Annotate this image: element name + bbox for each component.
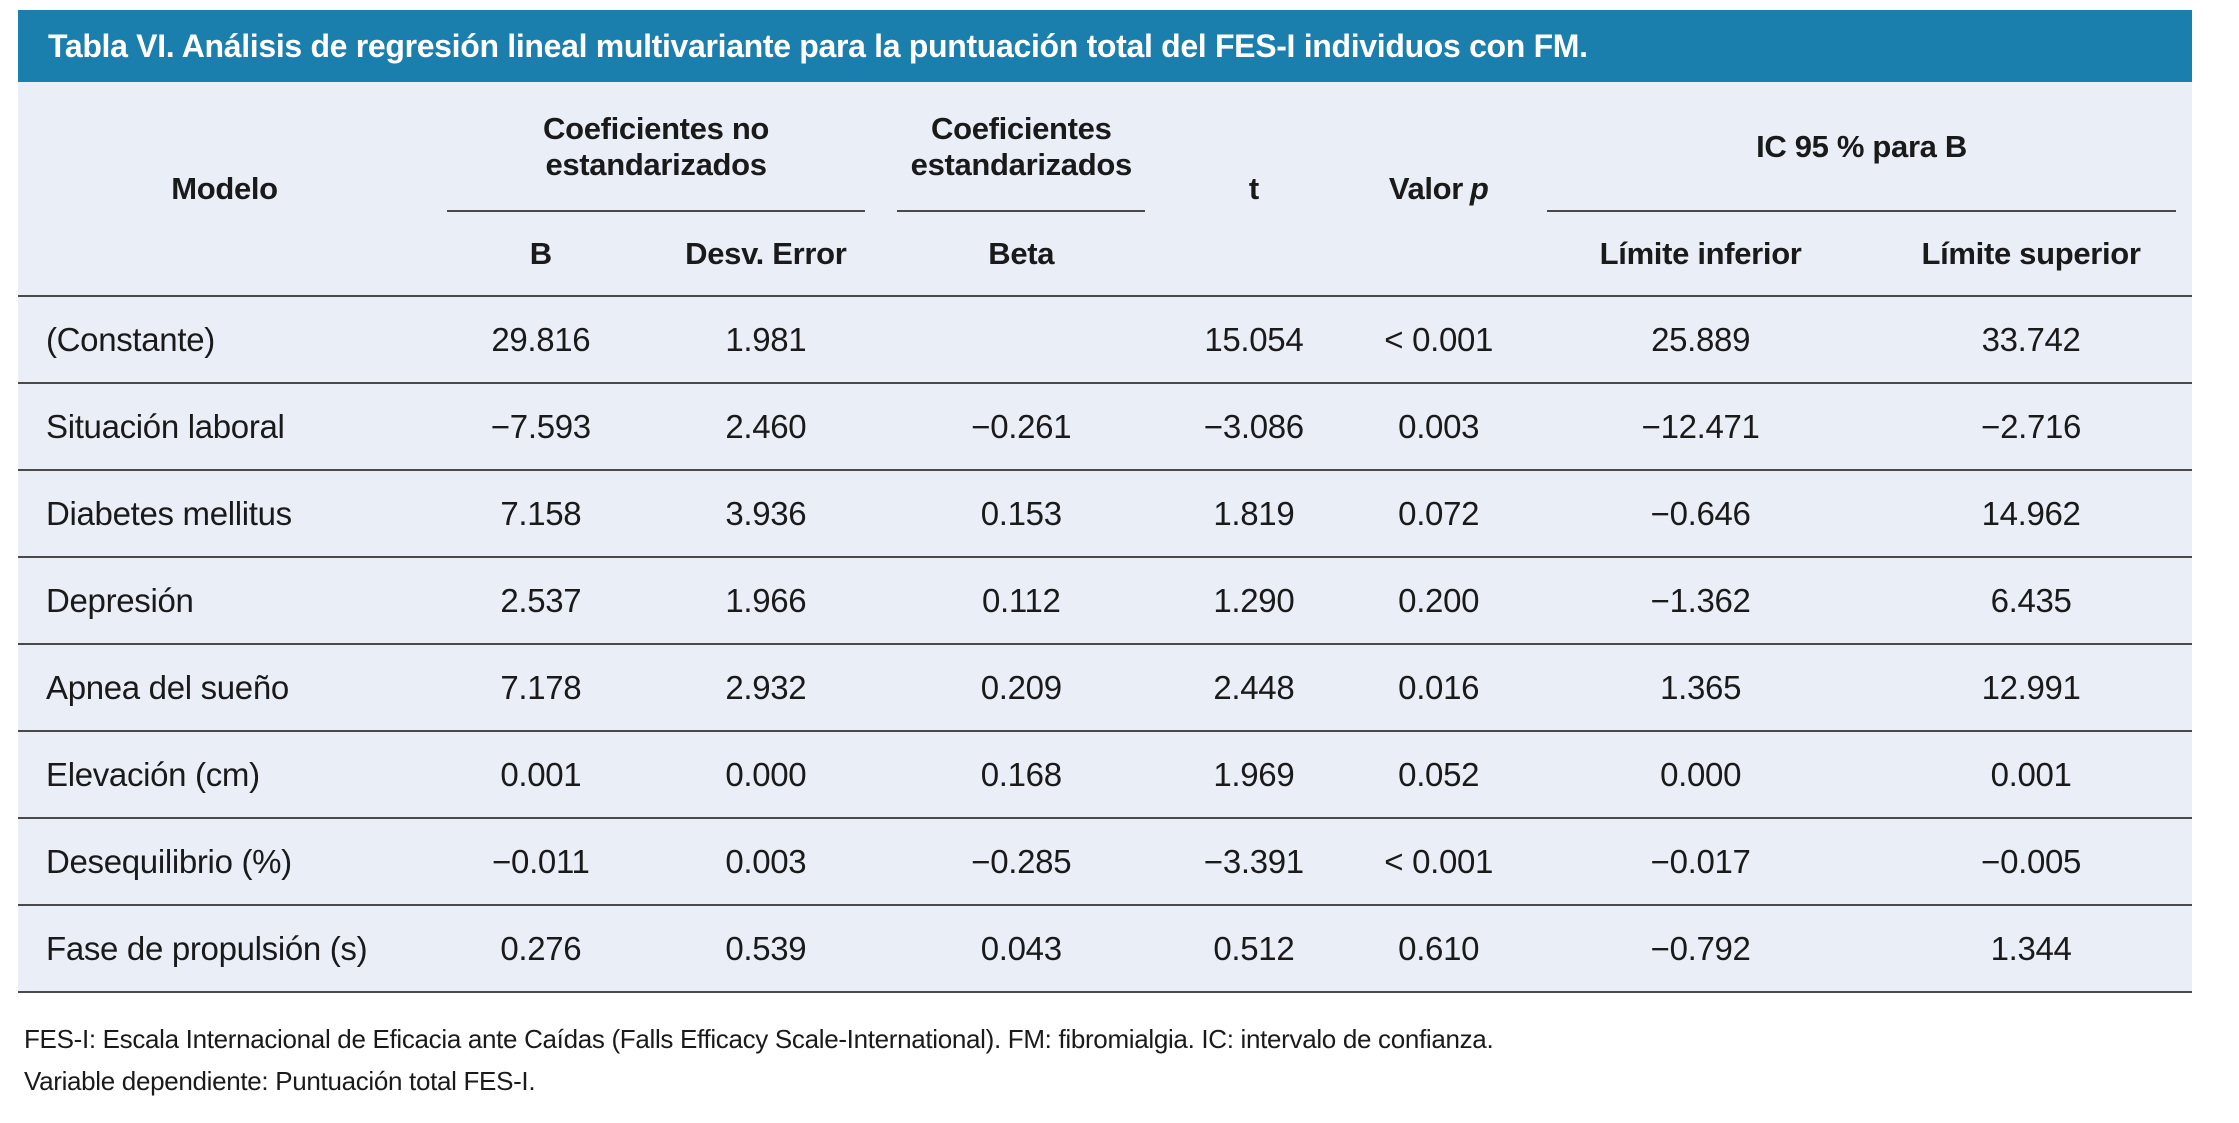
cell-beta: −0.261: [881, 382, 1162, 470]
cell-modelo: (Constante): [18, 295, 432, 383]
cell-t: 1.290: [1161, 556, 1347, 644]
group-header-ic-95: IC 95 % para B: [1531, 82, 2192, 212]
cell-b: 7.178: [431, 643, 651, 731]
group-header-coef-no-estandarizados: Coeficientes no estandarizados: [431, 82, 881, 212]
table-row: (Constante) 29.816 1.981 15.054 < 0.001 …: [18, 295, 2192, 383]
cell-t: 2.448: [1161, 643, 1347, 731]
table-header: Modelo Coeficientes no estandarizados Co…: [18, 82, 2192, 296]
cell-limite-superior: 14.962: [1870, 469, 2192, 557]
cell-desv-error: 3.936: [650, 469, 882, 557]
cell-p: < 0.001: [1346, 295, 1532, 383]
cell-beta: [881, 295, 1162, 383]
table-footnotes: FES-I: Escala Internacional de Eficacia …: [18, 1019, 2192, 1102]
col-header-desv-error: Desv. Error: [685, 235, 847, 271]
cell-beta: 0.168: [881, 730, 1162, 818]
cell-t: 15.054: [1161, 295, 1347, 383]
cell-beta: 0.209: [881, 643, 1162, 731]
table-row: Desequilibrio (%) −0.011 0.003 −0.285 −3…: [18, 817, 2192, 905]
cell-b: −0.011: [431, 817, 651, 905]
col-header-t: t: [1248, 170, 1259, 206]
cell-limite-inferior: −12.471: [1531, 382, 1871, 470]
cell-t: 1.969: [1161, 730, 1347, 818]
cell-t: −3.086: [1161, 382, 1347, 470]
table-title-bar: Tabla VI. Análisis de regresión lineal m…: [18, 10, 2192, 82]
cell-desv-error: 1.981: [650, 295, 882, 383]
table-row: Apnea del sueño 7.178 2.932 0.209 2.448 …: [18, 643, 2192, 731]
footnote-abbreviations: FES-I: Escala Internacional de Eficacia …: [24, 1024, 1494, 1054]
cell-t: 0.512: [1161, 904, 1347, 993]
cell-p: 0.200: [1346, 556, 1532, 644]
cell-b: 2.537: [431, 556, 651, 644]
cell-desv-error: 1.966: [650, 556, 882, 644]
cell-b: 7.158: [431, 469, 651, 557]
cell-limite-inferior: −1.362: [1531, 556, 1871, 644]
cell-limite-superior: 1.344: [1870, 904, 2192, 993]
col-header-modelo: Modelo: [171, 170, 278, 206]
cell-t: 1.819: [1161, 469, 1347, 557]
cell-limite-inferior: −0.792: [1531, 904, 1871, 993]
cell-p: 0.052: [1346, 730, 1532, 818]
col-header-b: B: [529, 235, 552, 271]
group-header-coef-estandarizados: Coeficientes estandarizados: [881, 82, 1161, 212]
table-title: Tabla VI. Análisis de regresión lineal m…: [48, 27, 1588, 64]
cell-p: < 0.001: [1346, 817, 1532, 905]
cell-p: 0.072: [1346, 469, 1532, 557]
cell-limite-inferior: −0.017: [1531, 817, 1871, 905]
table-row: Elevación (cm) 0.001 0.000 0.168 1.969 0…: [18, 730, 2192, 818]
cell-limite-inferior: 0.000: [1531, 730, 1871, 818]
cell-modelo: Apnea del sueño: [18, 643, 432, 731]
cell-b: 29.816: [431, 295, 651, 383]
cell-desv-error: 0.000: [650, 730, 882, 818]
cell-p: 0.610: [1346, 904, 1532, 993]
regression-table-block: Tabla VI. Análisis de regresión lineal m…: [18, 10, 2192, 1102]
cell-limite-superior: −0.005: [1870, 817, 2192, 905]
cell-desv-error: 2.932: [650, 643, 882, 731]
cell-limite-superior: 6.435: [1870, 556, 2192, 644]
cell-b: 0.001: [431, 730, 651, 818]
footnote-dependent-variable: Variable dependiente: Puntuación total F…: [24, 1065, 536, 1096]
table-row: Situación laboral −7.593 2.460 −0.261 −3…: [18, 382, 2192, 470]
cell-modelo: Diabetes mellitus: [18, 469, 432, 557]
table-body: (Constante) 29.816 1.981 15.054 < 0.001 …: [18, 295, 2192, 993]
col-header-valor-p: Valor p: [1346, 82, 1531, 296]
cell-desv-error: 0.003: [650, 817, 882, 905]
cell-b: −7.593: [431, 382, 651, 470]
cell-modelo: Desequilibrio (%): [18, 817, 432, 905]
cell-desv-error: 0.539: [650, 904, 882, 993]
cell-p: 0.016: [1346, 643, 1532, 731]
cell-beta: 0.112: [881, 556, 1162, 644]
cell-limite-inferior: −0.646: [1531, 469, 1871, 557]
col-header-limite-superior: Límite superior: [1921, 235, 2141, 271]
col-header-limite-inferior: Límite inferior: [1599, 235, 1802, 271]
valor-label: Valor: [1388, 170, 1464, 206]
cell-t: −3.391: [1161, 817, 1347, 905]
cell-limite-superior: 12.991: [1870, 643, 2192, 731]
cell-limite-superior: 0.001: [1870, 730, 2192, 818]
cell-b: 0.276: [431, 904, 651, 993]
cell-beta: 0.153: [881, 469, 1162, 557]
col-header-beta: Beta: [988, 235, 1055, 271]
regression-table: Modelo Coeficientes no estandarizados Co…: [18, 82, 2192, 993]
table-row: Fase de propulsión (s) 0.276 0.539 0.043…: [18, 904, 2192, 993]
cell-modelo: Situación laboral: [18, 382, 432, 470]
cell-modelo: Fase de propulsión (s): [18, 904, 432, 993]
cell-desv-error: 2.460: [650, 382, 882, 470]
cell-limite-inferior: 25.889: [1531, 295, 1871, 383]
cell-beta: 0.043: [881, 904, 1162, 993]
cell-limite-inferior: 1.365: [1531, 643, 1871, 731]
cell-beta: −0.285: [881, 817, 1162, 905]
cell-limite-superior: −2.716: [1870, 382, 2192, 470]
cell-p: 0.003: [1346, 382, 1532, 470]
table-row: Diabetes mellitus 7.158 3.936 0.153 1.81…: [18, 469, 2192, 557]
cell-limite-superior: 33.742: [1870, 295, 2192, 383]
cell-modelo: Depresión: [18, 556, 432, 644]
table-row: Depresión 2.537 1.966 0.112 1.290 0.200 …: [18, 556, 2192, 644]
cell-modelo: Elevación (cm): [18, 730, 432, 818]
p-label: p: [1469, 170, 1489, 206]
